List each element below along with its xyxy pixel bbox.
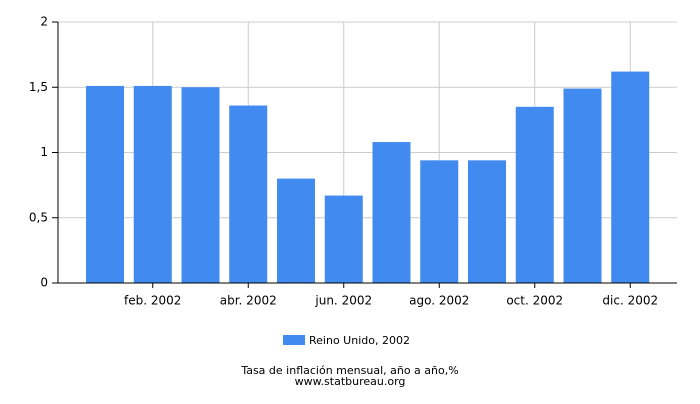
bar (133, 85, 172, 283)
x-tick-label: jun. 2002 (314, 294, 372, 308)
chart-caption: Tasa de inflación mensual, año a año,% (240, 364, 458, 377)
bar (563, 88, 602, 284)
legend-label: Reino Unido, 2002 (309, 334, 410, 347)
bar (420, 160, 459, 283)
bar (277, 178, 315, 283)
bar (372, 142, 411, 283)
bar (611, 71, 650, 283)
chart-source: www.statbureau.org (295, 375, 406, 388)
legend-swatch (283, 335, 305, 345)
y-tick-label: 1 (40, 145, 48, 159)
bar (86, 85, 124, 283)
x-tick-label: oct. 2002 (506, 294, 563, 308)
y-tick-label: 0 (40, 276, 48, 290)
x-tick-label: abr. 2002 (220, 294, 277, 308)
bar (324, 195, 363, 283)
y-tick-label: 1,5 (29, 80, 48, 94)
bar (181, 87, 220, 283)
bar (515, 106, 554, 283)
x-tick-label: ago. 2002 (409, 294, 469, 308)
y-tick-label: 0,5 (29, 210, 48, 224)
y-tick-label: 2 (40, 15, 48, 29)
x-tick-label: feb. 2002 (124, 294, 181, 308)
bar (229, 105, 268, 284)
x-tick-label: dic. 2002 (602, 294, 658, 308)
bar (468, 160, 506, 283)
